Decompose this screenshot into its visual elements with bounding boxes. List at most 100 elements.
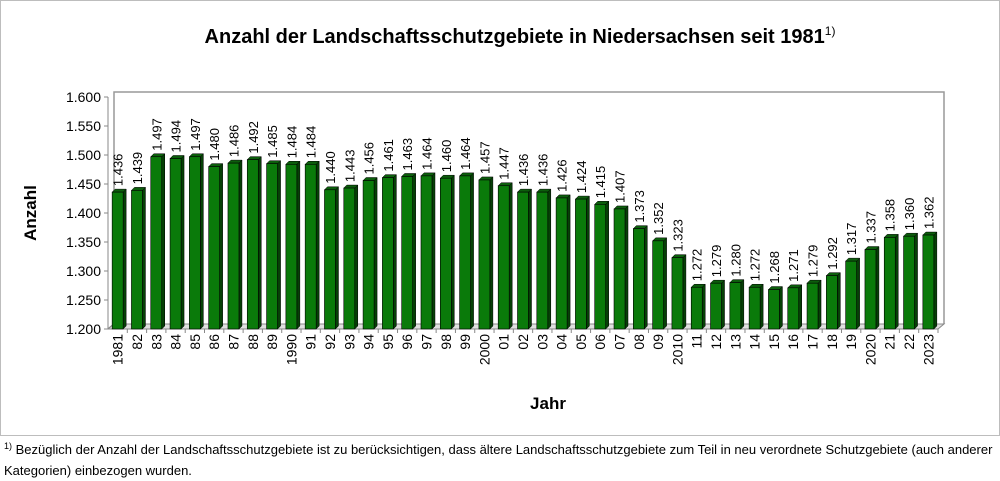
bar: [768, 289, 780, 330]
bar: [729, 282, 742, 330]
bar: [189, 156, 201, 330]
bar-side: [759, 283, 764, 330]
bar: [208, 166, 220, 330]
x-tick-label: 88: [245, 334, 261, 350]
x-tick-label: 06: [592, 334, 608, 350]
bar-side: [470, 172, 474, 330]
bar-side: [335, 186, 339, 330]
bar-side: [566, 194, 571, 330]
bar: [787, 287, 800, 330]
x-tick-label: 94: [361, 334, 377, 350]
bar: [285, 163, 298, 330]
y-tick-label: 1.350: [66, 234, 101, 250]
bar: [131, 190, 143, 330]
x-tick-label: 1990: [283, 334, 299, 365]
data-label: 1.360: [902, 198, 917, 231]
y-tick-label: 1.200: [66, 321, 101, 337]
y-tick-label: 1.500: [66, 147, 101, 163]
bar-side: [489, 176, 494, 330]
bar-side: [431, 172, 436, 330]
chart-title: Anzahl der Landschaftsschutzgebiete in N…: [0, 24, 1000, 49]
data-label: 1.352: [651, 202, 666, 235]
bar: [401, 176, 413, 330]
x-tick-label: 03: [534, 334, 550, 350]
x-tick-label: 07: [612, 334, 628, 350]
x-tick-label: 91: [303, 334, 319, 350]
footnote: 1) Bezüglich der Anzahl der Landschaftss…: [4, 436, 999, 481]
bar-side: [721, 279, 725, 330]
x-tick-label: 19: [843, 334, 859, 350]
bar-side: [142, 186, 146, 330]
bar-side: [258, 156, 262, 330]
bar-side: [894, 233, 899, 330]
data-label: 1.279: [709, 245, 724, 278]
chart-title-text: Anzahl der Landschaftsschutzgebiete in N…: [204, 26, 825, 48]
data-label: 1.271: [786, 249, 801, 282]
bar: [536, 191, 549, 330]
x-tick-label: 2000: [476, 334, 492, 365]
data-label: 1.464: [419, 137, 434, 170]
data-label: 1.323: [670, 219, 685, 252]
data-label: 1.436: [535, 154, 550, 187]
x-tick-label: 21: [882, 334, 898, 350]
x-tick-label: 01: [496, 334, 512, 350]
bar: [594, 204, 607, 330]
bar: [382, 177, 394, 330]
y-axis-title: Anzahl: [21, 185, 40, 241]
bar-side: [200, 153, 204, 330]
data-label: 1.456: [362, 142, 377, 175]
bar: [439, 177, 452, 330]
bar: [227, 162, 240, 330]
data-label: 1.484: [284, 126, 299, 159]
data-label: 1.272: [690, 249, 705, 282]
x-tick-label: 2023: [920, 334, 936, 365]
bar: [922, 234, 935, 330]
bar: [845, 260, 857, 330]
x-tick-label: 96: [399, 334, 415, 350]
bar-side: [373, 176, 378, 330]
bar-side: [837, 272, 841, 330]
x-tick-label: 86: [206, 334, 222, 350]
x-axis-title: Jahr: [530, 394, 566, 413]
x-tick-label: 08: [631, 334, 647, 350]
bar-side: [663, 237, 667, 330]
bar-side: [508, 182, 513, 330]
data-label: 1.407: [613, 170, 628, 203]
data-label: 1.426: [555, 159, 570, 192]
bar-side: [817, 279, 822, 330]
bar-side: [277, 160, 281, 330]
x-tick-label: 82: [129, 334, 145, 350]
data-label: 1.279: [806, 245, 821, 278]
bar-side: [528, 188, 532, 330]
bar: [517, 191, 529, 330]
x-tick-label: 87: [225, 334, 241, 350]
bar-side: [914, 232, 918, 330]
bar-side: [547, 188, 552, 330]
bar: [478, 179, 491, 330]
data-label: 1.268: [767, 251, 782, 284]
x-tick-label: 98: [438, 334, 454, 350]
bar-side: [180, 154, 185, 330]
x-tick-label: 12: [708, 334, 724, 350]
data-label: 1.373: [632, 190, 647, 223]
data-label: 1.292: [825, 237, 840, 270]
data-label: 1.485: [265, 125, 280, 158]
bar-side: [856, 257, 860, 330]
x-tick-label: 05: [573, 334, 589, 350]
bar: [459, 175, 471, 330]
x-tick-label: 97: [418, 334, 434, 350]
data-label: 1.317: [844, 223, 859, 256]
x-tick-label: 13: [727, 334, 743, 350]
x-tick-label: 1981: [110, 334, 126, 365]
x-tick-label: 15: [766, 334, 782, 350]
x-tick-label: 11: [689, 334, 705, 349]
bar: [111, 191, 124, 330]
bar-side: [219, 162, 223, 330]
y-tick-label: 1.400: [66, 205, 101, 221]
data-label: 1.280: [728, 244, 743, 277]
bar: [343, 187, 356, 330]
data-label: 1.436: [516, 154, 531, 187]
x-tick-label: 99: [457, 334, 473, 350]
bar-side: [624, 205, 629, 330]
data-label: 1.443: [342, 150, 357, 183]
